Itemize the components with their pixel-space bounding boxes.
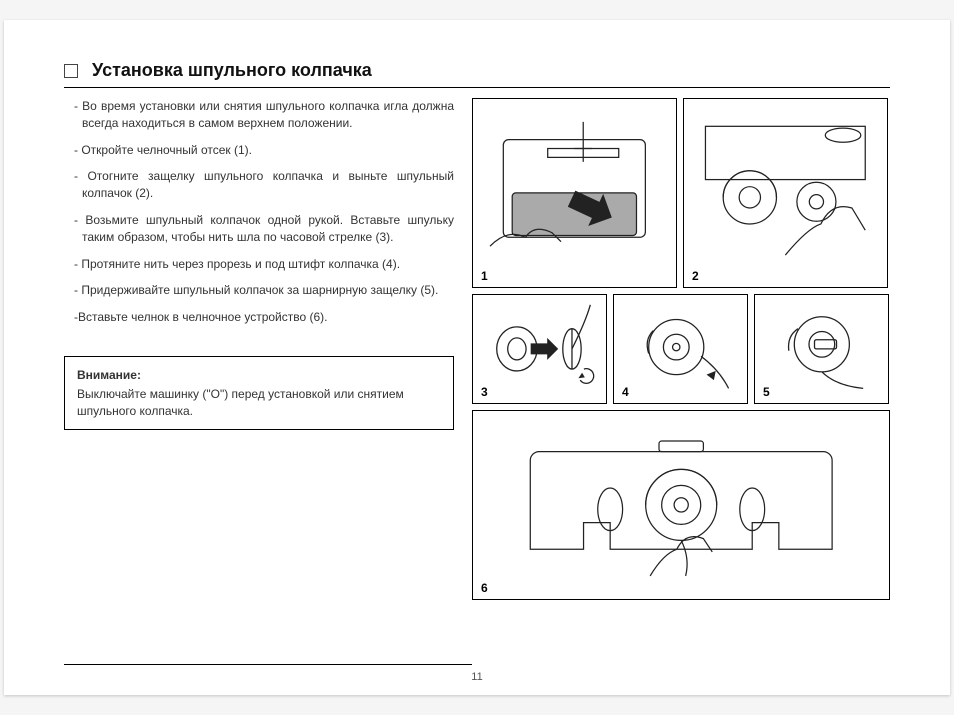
figure-label: 5	[763, 385, 770, 399]
instruction-step: - Возьмите шпульный колпачок одной рукой…	[64, 212, 454, 246]
footer-rule	[64, 664, 472, 665]
figure-3: 3	[472, 294, 607, 404]
bobbin-case-latch-icon	[762, 303, 882, 395]
manual-page: Установка шпульного колпачка - Во время …	[4, 20, 950, 695]
instruction-step: - Отогните защелку шпульного колпачка и …	[64, 168, 454, 202]
instruction-step: - Откройте челночный отсек (1).	[64, 142, 454, 159]
figure-row-1: 1 2	[472, 98, 890, 288]
title-row: Установка шпульного колпачка	[64, 60, 890, 81]
square-bullet-icon	[64, 64, 78, 78]
attention-title: Внимание:	[77, 367, 441, 384]
sewing-machine-compartment-icon	[483, 113, 666, 273]
page-title: Установка шпульного колпачка	[92, 60, 372, 81]
figure-1: 1	[472, 98, 677, 288]
bobbin-insert-icon	[480, 303, 600, 395]
figure-4: 4	[613, 294, 748, 404]
figure-row-2: 3 4	[472, 294, 890, 404]
figure-column: 1 2	[472, 98, 890, 600]
instruction-step: - Протяните нить через прорезь и под шти…	[64, 256, 454, 273]
figure-label: 1	[481, 269, 488, 283]
figure-label: 4	[622, 385, 629, 399]
figure-label: 2	[692, 269, 699, 283]
title-divider	[64, 87, 890, 88]
instruction-step: - Во время установки или снятия шпульног…	[64, 98, 454, 132]
figure-5: 5	[754, 294, 889, 404]
instruction-step: - Придерживайте шпульный колпачок за шар…	[64, 282, 454, 299]
text-column: - Во время установки или снятия шпульног…	[64, 98, 454, 600]
content-columns: - Во время установки или снятия шпульног…	[64, 98, 890, 600]
figure-label: 6	[481, 581, 488, 595]
bobbin-thread-slot-icon	[621, 303, 741, 395]
page-number: 11	[471, 671, 482, 683]
bobbin-case-removal-icon	[694, 113, 877, 273]
attention-box: Внимание: Выключайте машинку ("O") перед…	[64, 356, 454, 430]
shuttle-install-icon	[494, 425, 868, 585]
figure-2: 2	[683, 98, 888, 288]
figure-row-3: 6	[472, 410, 890, 600]
figure-label: 3	[481, 385, 488, 399]
instruction-step: -Вставьте челнок в челночное устройство …	[64, 309, 454, 326]
figure-6: 6	[472, 410, 890, 600]
attention-body: Выключайте машинку ("O") перед установко…	[77, 386, 441, 420]
